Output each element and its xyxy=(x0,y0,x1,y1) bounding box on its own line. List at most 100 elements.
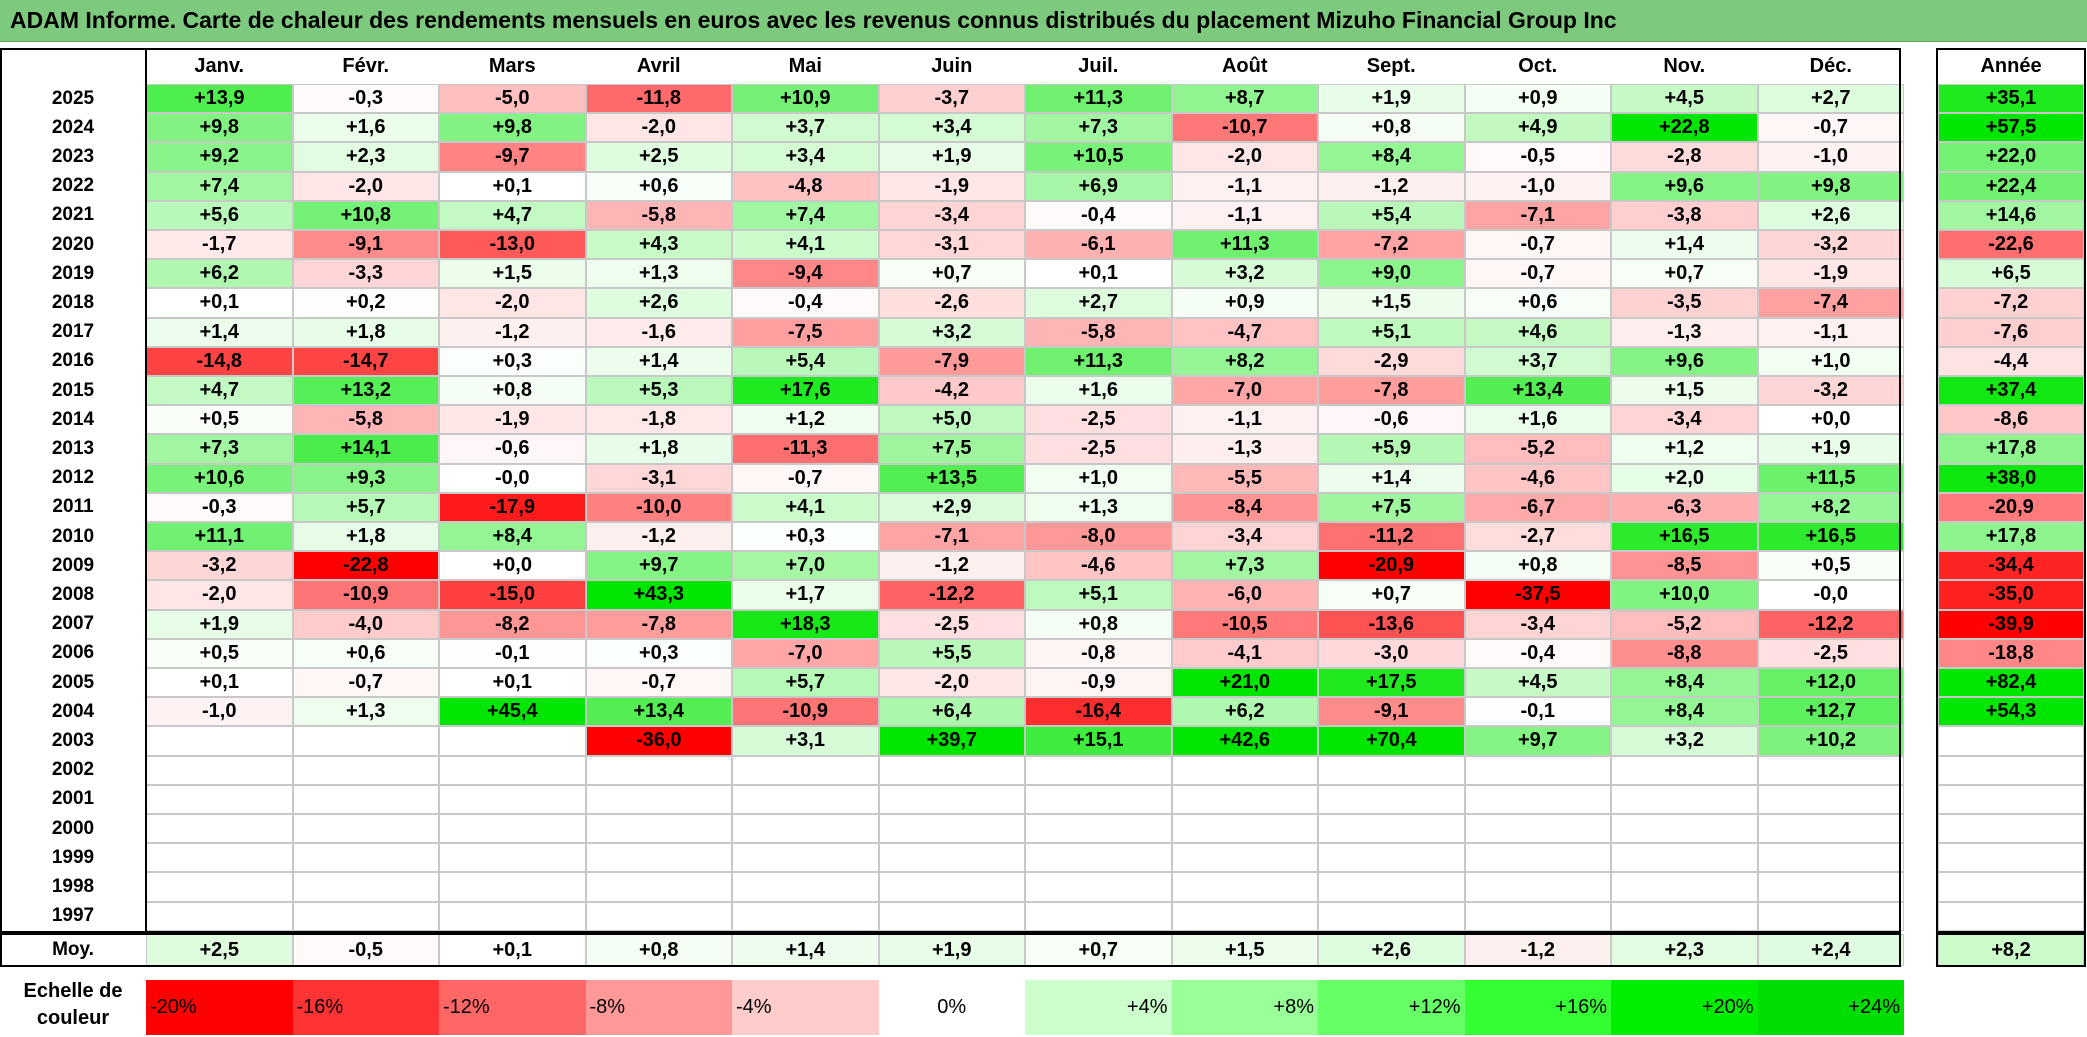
heatmap-cell: +0,1 xyxy=(439,668,586,698)
heatmap-cell: -16,4 xyxy=(1025,697,1172,727)
legend-swatch: -20% xyxy=(146,980,293,1035)
heatmap-cell: +1,5 xyxy=(1318,288,1465,318)
heatmap-cell: -1,0 xyxy=(1757,142,1904,172)
annual-cell: -34,4 xyxy=(1938,551,2084,581)
year-label: 2015 xyxy=(51,379,95,401)
average-cell: +2,6 xyxy=(1318,934,1465,966)
heatmap-cell: -10,7 xyxy=(1171,113,1318,143)
heatmap-cell: -0,7 xyxy=(1464,230,1611,260)
heatmap-cell: +1,4 xyxy=(1318,463,1465,493)
annual-cell: +57,5 xyxy=(1938,113,2084,143)
heatmap-cell xyxy=(878,755,1025,785)
annual-cell xyxy=(1938,726,2084,756)
heatmap-cell xyxy=(292,872,439,902)
heatmap-cell: -0,0 xyxy=(439,463,586,493)
heatmap-cell: +5,1 xyxy=(1025,580,1172,610)
heatmap-cell: -0,7 xyxy=(585,668,732,698)
heatmap-cell: -4,1 xyxy=(1171,638,1318,668)
heatmap-cell: -3,1 xyxy=(585,463,732,493)
heatmap-cell: -4,6 xyxy=(1025,551,1172,581)
annual-cell: -22,6 xyxy=(1938,230,2084,260)
heatmap-cell: -1,2 xyxy=(1318,171,1465,201)
legend-swatch: -4% xyxy=(732,980,879,1035)
heatmap-cell xyxy=(292,726,439,756)
year-label: 2008 xyxy=(51,583,95,605)
heatmap-cell: -15,0 xyxy=(439,580,586,610)
heatmap-cell xyxy=(878,901,1025,931)
heatmap-cell: -2,6 xyxy=(878,288,1025,318)
heatmap-cell xyxy=(1464,784,1611,814)
heatmap-cell: -3,2 xyxy=(1757,376,1904,406)
heatmap-cell: -11,3 xyxy=(732,434,879,464)
heatmap-cell: +39,7 xyxy=(878,726,1025,756)
heatmap-cell xyxy=(1757,901,1904,931)
heatmap-cell: +5,9 xyxy=(1318,434,1465,464)
heatmap-cell: -1,0 xyxy=(1464,171,1611,201)
heatmap-cell: +6,9 xyxy=(1025,171,1172,201)
year-label: 1999 xyxy=(51,846,95,868)
heatmap-cell: +6,2 xyxy=(1171,697,1318,727)
heatmap-cell xyxy=(1025,901,1172,931)
heatmap-cell xyxy=(878,843,1025,873)
heatmap-cell: +2,0 xyxy=(1611,463,1758,493)
year-label: 2002 xyxy=(51,759,95,781)
heatmap-cell: -2,0 xyxy=(878,668,1025,698)
heatmap-cell: +8,4 xyxy=(1318,142,1465,172)
heatmap-cell: -0,1 xyxy=(1464,697,1611,727)
heatmap-cell: -1,1 xyxy=(1171,171,1318,201)
heatmap-cell: +5,5 xyxy=(878,638,1025,668)
heatmap-cell xyxy=(585,755,732,785)
heatmap-cell: +0,6 xyxy=(585,171,732,201)
average-cell: +2,3 xyxy=(1611,934,1758,966)
heatmap-cell: -2,9 xyxy=(1318,346,1465,376)
heatmap-cell: -2,5 xyxy=(1025,405,1172,435)
year-label: 2023 xyxy=(51,145,95,167)
heatmap-cell: +1,3 xyxy=(292,697,439,727)
heatmap-cell: +2,3 xyxy=(292,142,439,172)
heatmap-cell: +9,7 xyxy=(585,551,732,581)
heatmap-cell: +0,7 xyxy=(1318,580,1465,610)
heatmap-cell: -1,1 xyxy=(1757,317,1904,347)
heatmap-cell: -1,0 xyxy=(146,697,293,727)
annual-cell: -8,6 xyxy=(1938,405,2084,435)
heatmap-cell: -7,0 xyxy=(1171,376,1318,406)
heatmap-cell: +0,1 xyxy=(439,171,586,201)
heatmap-cell xyxy=(1318,901,1465,931)
heatmap-cell xyxy=(292,755,439,785)
annual-cell: -39,9 xyxy=(1938,609,2084,639)
heatmap-cell: -3,4 xyxy=(878,200,1025,230)
year-label: 2020 xyxy=(51,233,95,255)
heatmap-cell xyxy=(1757,814,1904,844)
heatmap-cell: +13,9 xyxy=(146,84,293,114)
year-label: 2019 xyxy=(51,262,95,284)
year-label: 2006 xyxy=(51,642,95,664)
heatmap-cell: +1,4 xyxy=(585,346,732,376)
heatmap-cell: -1,2 xyxy=(439,317,586,347)
average-cell: +1,4 xyxy=(732,934,879,966)
heatmap-cell: +3,2 xyxy=(878,317,1025,347)
heatmap-cell: +4,1 xyxy=(732,492,879,522)
heatmap-cell: -4,8 xyxy=(732,171,879,201)
heatmap-cell xyxy=(439,784,586,814)
heatmap-cell: +1,3 xyxy=(585,259,732,289)
heatmap-cell xyxy=(1171,901,1318,931)
heatmap-cell: -2,8 xyxy=(1611,142,1758,172)
heatmap-cell: -0,4 xyxy=(732,288,879,318)
heatmap-cell: -13,6 xyxy=(1318,609,1465,639)
heatmap-cell: +1,8 xyxy=(292,522,439,552)
annual-cell xyxy=(1938,814,2084,844)
heatmap-cell: +1,9 xyxy=(1318,84,1465,114)
heatmap-cell: +1,9 xyxy=(146,609,293,639)
heatmap-cell xyxy=(146,872,293,902)
heatmap-cell: +1,9 xyxy=(1757,434,1904,464)
heatmap-cell: -5,8 xyxy=(292,405,439,435)
heatmap-cell: -7,9 xyxy=(878,346,1025,376)
heatmap-cell xyxy=(732,755,879,785)
heatmap-cell xyxy=(1025,814,1172,844)
heatmap-cell: +3,7 xyxy=(1464,346,1611,376)
heatmap-cell xyxy=(146,755,293,785)
heatmap-cell: +0,5 xyxy=(146,405,293,435)
heatmap-cell: -2,0 xyxy=(585,113,732,143)
year-label: 2005 xyxy=(51,671,95,693)
month-header: Nov. xyxy=(1663,55,1706,77)
